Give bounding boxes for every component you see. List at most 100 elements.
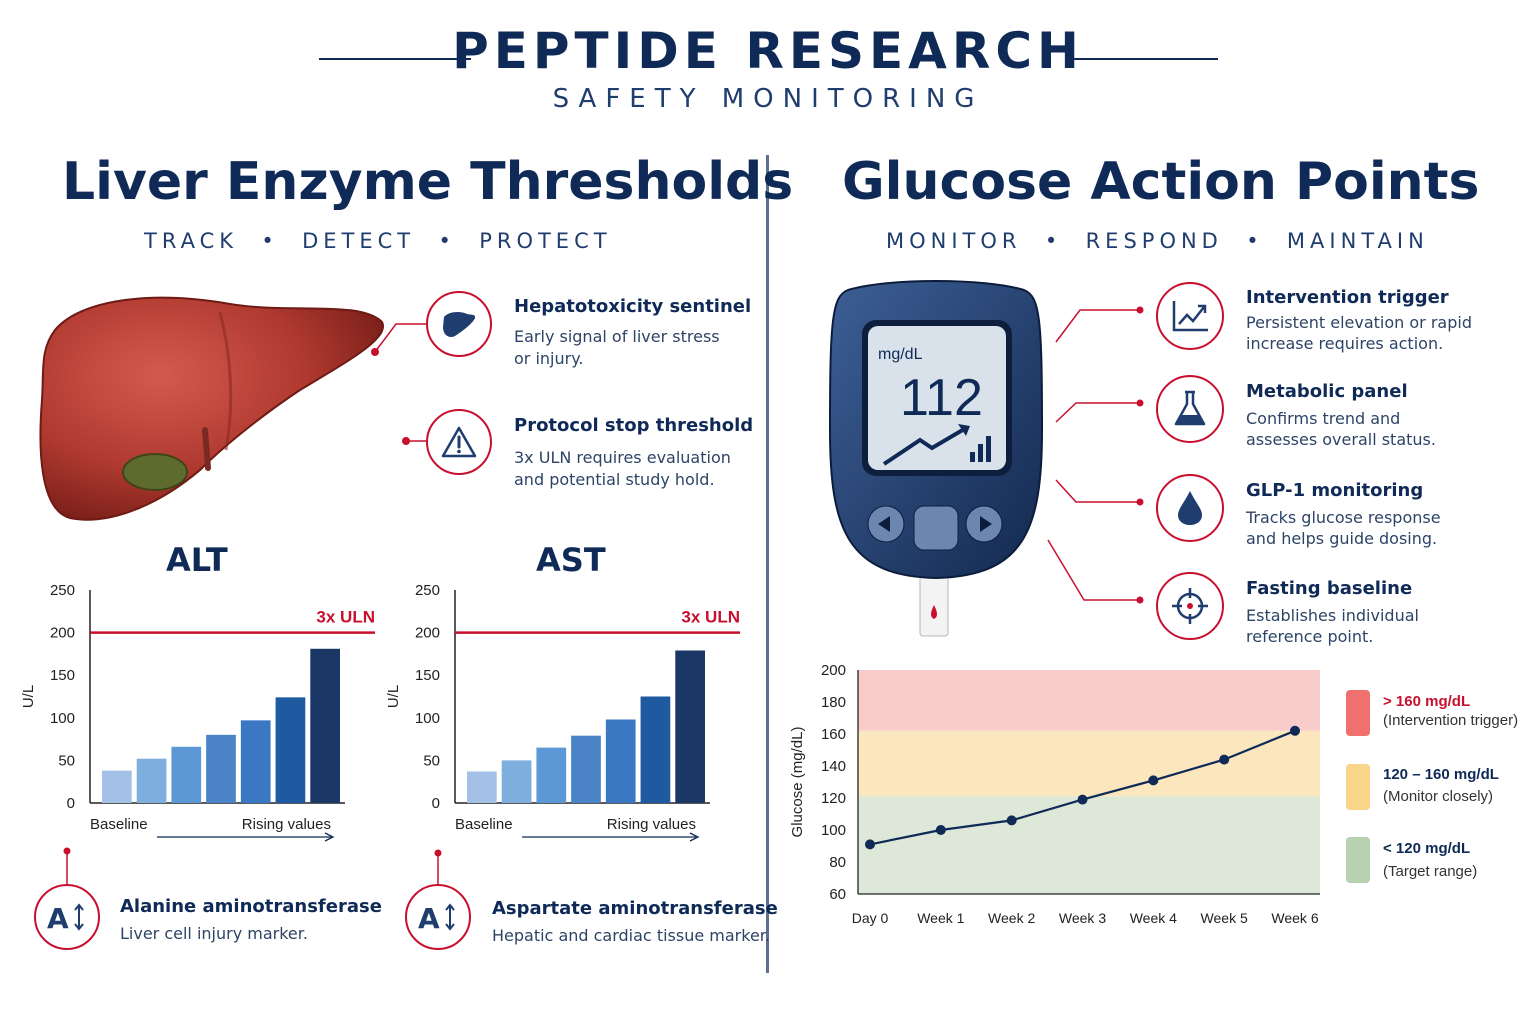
glucose-range-band — [858, 796, 1320, 894]
alt-icon-badge: A — [34, 884, 100, 950]
legend-note-high: (Intervention trigger) — [1383, 712, 1519, 729]
alt-bar — [310, 648, 340, 803]
legend-note-low: (Target range) — [1383, 863, 1478, 880]
alt-y-tick-label: 250 — [50, 582, 75, 599]
alt-y-axis-label: U/L — [20, 685, 37, 708]
glucose-x-tick-label: Week 3 — [1059, 910, 1106, 926]
callout-text: Confirms trend and assesses overall stat… — [1246, 409, 1436, 449]
glucose-y-tick-label: 120 — [821, 790, 846, 807]
ast-threshold-label: 3x ULN — [681, 608, 740, 627]
glucose-y-tick-label: 100 — [821, 822, 846, 839]
ast-bar — [501, 760, 532, 803]
ast-bar — [536, 747, 567, 803]
glucose-meter-body — [828, 280, 1044, 637]
meter-reading: 112 — [900, 369, 983, 427]
alt-y-tick-label: 200 — [50, 625, 75, 642]
glucose-data-point — [1148, 775, 1159, 786]
ast-y-tick-label: 250 — [415, 582, 440, 599]
glucose-y-tick-label: 180 — [821, 694, 846, 711]
page-subtitle: SAFETY MONITORING — [552, 84, 984, 114]
glucose-y-tick-label: 160 — [821, 726, 846, 743]
alt-y-tick-label: 0 — [67, 795, 75, 812]
drop-icon — [1178, 491, 1202, 525]
legend-label-low: < 120 mg/dL — [1383, 840, 1471, 857]
callout-text: Early signal of liver stress or injury. — [514, 327, 720, 368]
callout-heading: Fasting baseline — [1246, 578, 1413, 599]
callout-text: 3x ULN requires evaluation and potential… — [514, 448, 731, 489]
glucose-data-point — [1077, 794, 1088, 805]
legend-swatch-high — [1346, 690, 1370, 736]
legend-swatch-mid — [1346, 764, 1370, 810]
liver-callout-connectors — [371, 323, 428, 445]
glucose-x-tick-label: Day 0 — [852, 910, 889, 926]
ast-y-tick-label: 150 — [415, 667, 440, 684]
glucose-y-tick-label: 80 — [829, 854, 846, 871]
alt-y-tick-label: 50 — [58, 752, 75, 769]
callout-heading: GLP-1 monitoring — [1246, 480, 1424, 501]
flask-icon — [1174, 390, 1206, 426]
crosshair-icon — [1172, 588, 1208, 624]
glucose-meter: mg/dL 112 — [828, 280, 1044, 637]
a-arrows-icon: A — [418, 902, 455, 934]
ast-y-tick-label: 0 — [432, 795, 440, 812]
ast-enzyme-text: Hepatic and cardiac tissue marker. — [492, 926, 770, 945]
alt-bar — [171, 746, 202, 803]
ast-y-tick-label: 100 — [415, 710, 440, 727]
ast-enzyme-heading: Aspartate aminotransferase — [492, 898, 778, 919]
ast-bar — [571, 735, 601, 803]
glucose-line-chart: 60 80 100 120 140 160 180 200 Glucose (mg/dL) Day… — [789, 662, 1320, 926]
enzyme-connectors — [63, 847, 442, 888]
legend-swatch-low — [1346, 837, 1370, 883]
ast-bar — [605, 719, 636, 803]
ast-bar — [467, 771, 497, 803]
alt-bar — [240, 720, 271, 803]
ast-bar-chart: U/L 0 50 100 150 200 250 3x ULN Baseline Rising v… — [385, 582, 740, 842]
glucose-y-tick-label: 140 — [821, 758, 846, 775]
glucose-x-tick-label: Week 4 — [1130, 910, 1177, 926]
glucose-data-point — [1290, 725, 1300, 736]
alt-x-arrow-head — [324, 832, 335, 842]
liver-icon — [443, 312, 476, 337]
ast-x-arrow-head — [689, 832, 700, 842]
intervention-icon-badge — [1156, 282, 1224, 350]
liver-illustration — [39, 296, 385, 521]
callout-heading: Intervention trigger — [1246, 287, 1449, 308]
glucose-legend: > 160 mg/dL (Intervention trigger) 120 –… — [1346, 688, 1531, 888]
callout-heading: Protocol stop threshold — [514, 415, 754, 436]
alt-bar — [102, 770, 132, 803]
alt-y-tick-label: 100 — [50, 710, 75, 727]
glucose-data-point — [865, 839, 875, 850]
alt-chart-title: ALT — [166, 541, 228, 579]
glucose-y-tick-label: 200 — [821, 662, 846, 679]
legend-note-mid: (Monitor closely) — [1383, 788, 1494, 805]
glucose-data-point — [935, 825, 946, 835]
ast-x-label-right: Rising values — [607, 816, 696, 833]
svg-text:A: A — [418, 902, 440, 934]
ast-y-tick-label: 200 — [415, 625, 440, 642]
alt-bar — [206, 734, 236, 803]
svg-text:A: A — [47, 902, 69, 934]
glucose-section-title: Glucose Action Points — [842, 152, 1480, 212]
alt-bar — [275, 697, 306, 803]
glucose-data-point — [1219, 754, 1230, 765]
alt-enzyme-text: Liver cell injury marker. — [120, 924, 308, 943]
callout-text: Tracks glucose response and helps guide … — [1246, 508, 1441, 548]
alt-bar-chart: U/L 0 50 100 150 200 250 3x ULN Baseline Rising v… — [20, 582, 375, 842]
ast-bar — [640, 696, 671, 803]
glucose-x-tick-label: Week 5 — [1201, 910, 1248, 926]
glp1-icon-badge — [1156, 474, 1224, 542]
glucose-callout-connectors — [1047, 306, 1144, 604]
liver-section-title: Liver Enzyme Thresholds — [62, 152, 794, 212]
alt-x-label-left: Baseline — [90, 816, 148, 833]
alt-x-label-right: Rising values — [242, 816, 331, 833]
glucose-data-point — [1006, 815, 1017, 826]
glucose-x-tick-label: Week 1 — [917, 910, 964, 926]
warning-icon-badge — [426, 409, 492, 475]
fasting-icon-badge — [1156, 572, 1224, 640]
glucose-y-tick-label: 60 — [829, 886, 846, 903]
callout-text: Persistent elevation or rapid increase r… — [1246, 313, 1472, 353]
header-rule-left — [319, 58, 471, 60]
legend-label-mid: 120 – 160 mg/dL — [1383, 766, 1499, 783]
liver-section-tagline: TRACK • DETECT • PROTECT — [144, 229, 612, 253]
ast-chart-title: AST — [536, 541, 606, 579]
